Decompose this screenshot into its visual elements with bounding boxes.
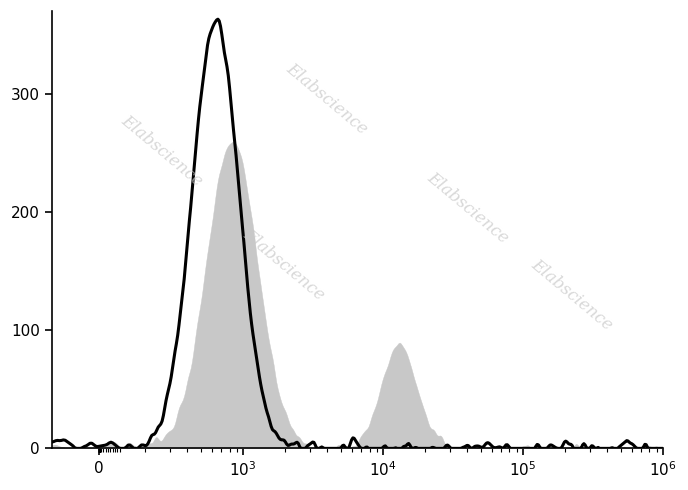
Text: Elabscience: Elabscience [118,112,206,190]
Text: Elabscience: Elabscience [240,226,328,304]
Text: Elabscience: Elabscience [283,60,371,138]
Text: Elabscience: Elabscience [423,169,512,247]
Text: Elabscience: Elabscience [527,256,616,334]
